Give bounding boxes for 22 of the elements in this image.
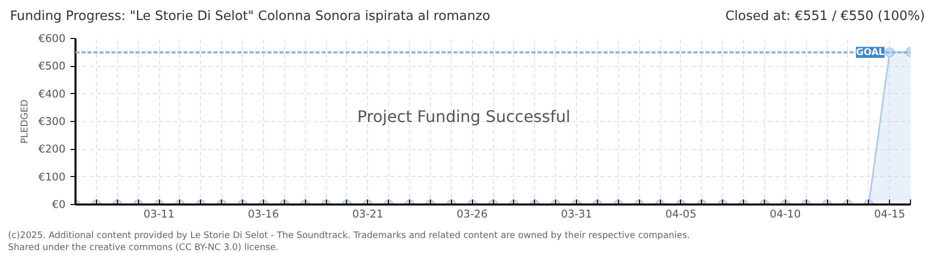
text: Shared under the creative commons (CC BY-NC 3.0) license. <box>8 243 279 253</box>
y-tick-label: €100 <box>38 170 66 184</box>
x-tick-label: 03-31 <box>561 208 592 220</box>
x-tick-label: 03-21 <box>352 208 384 220</box>
y-tick-label: €600 <box>38 32 66 45</box>
y-tick-label: €200 <box>38 142 66 156</box>
y-tick-label: €0 <box>52 198 66 211</box>
annotation: Project Funding Successful <box>357 107 570 126</box>
x-tick-label: 04-10 <box>770 208 801 220</box>
y-tick-label: €400 <box>38 87 66 100</box>
x-tick-label: 04-05 <box>665 208 696 220</box>
x-tick-label: 03-16 <box>248 208 280 220</box>
chart-title: Funding Progress: "Le Storie Di Selot" Colonna Sonora ispirata al romanzo <box>10 8 490 26</box>
ref-line-label: GOAL <box>856 46 885 58</box>
y-tick-label: €500 <box>38 60 66 73</box>
text: Closed at: €551 / €550 (100%) <box>725 8 925 26</box>
x-tick-label: 03-11 <box>144 208 174 220</box>
y-axis-title: PLEDGED <box>19 99 30 144</box>
y-tick-label: €300 <box>38 115 66 128</box>
x-tick-label: 03-26 <box>456 208 488 220</box>
x-tick-label: 04-15 <box>874 208 906 220</box>
text: (c)2025. Additional content provided by Le Storie Di Selot - The Soundtrack. Trademarks and related content are owned by their respective companies. <box>8 231 690 241</box>
